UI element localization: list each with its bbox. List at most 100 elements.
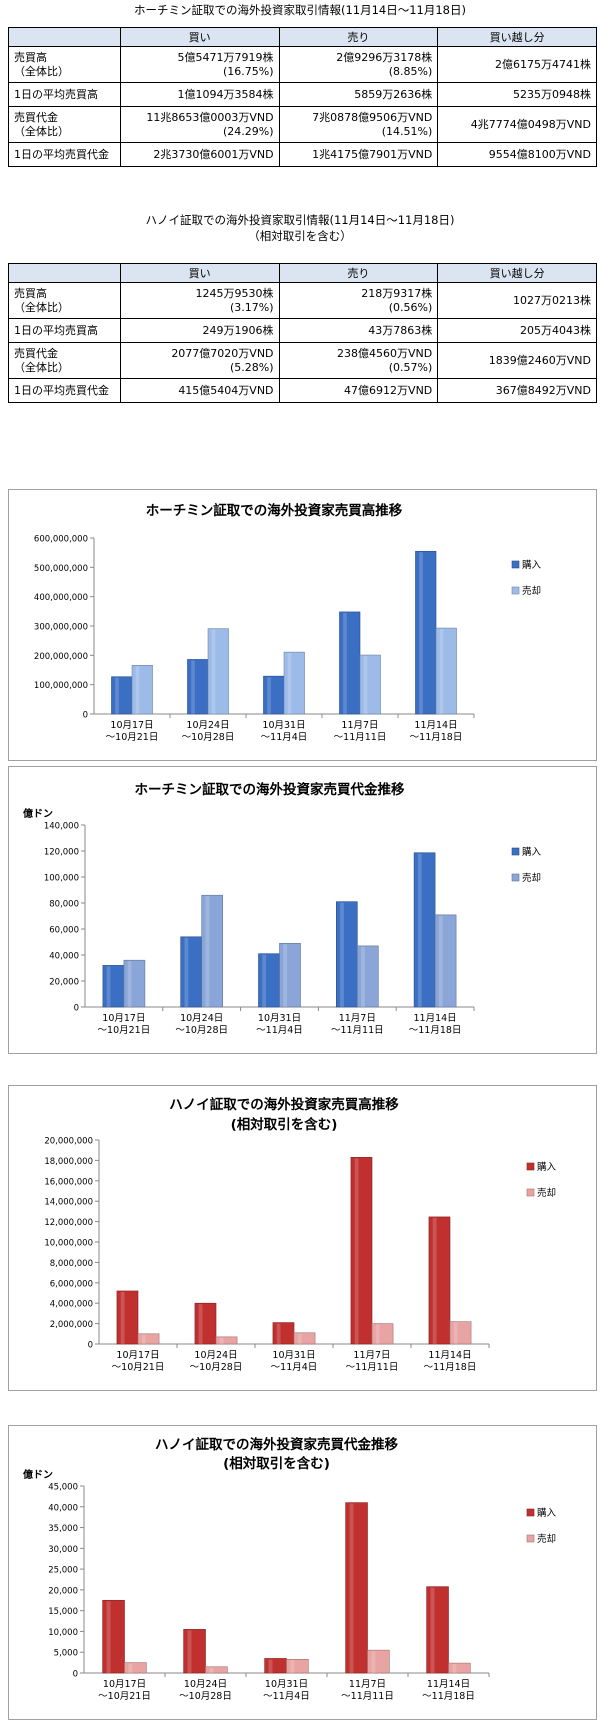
- x-tick-label: 11月7日: [353, 1350, 390, 1361]
- bar-highlight: [106, 1601, 111, 1673]
- bar-highlight: [211, 629, 216, 714]
- x-tick-label: ～11月18日: [409, 1025, 462, 1036]
- chart-title: ハノイ証取での海外投資家売買代金推移: [155, 1436, 398, 1453]
- bar-highlight: [268, 1659, 273, 1673]
- x-tick-label: ～11月4日: [261, 732, 308, 743]
- sell-cell: 43万7863株: [278, 318, 439, 343]
- sell-cell: 218万9317株 (0.56%): [278, 282, 439, 319]
- bar-highlight: [430, 1587, 435, 1673]
- bar-sell: [448, 1662, 471, 1674]
- table-row: 売買代金 （全体比） 11兆8653億0003万VND (24.29%) 7兆0878億…: [8, 106, 597, 143]
- buy-cell: 2077億7020万VND (5.28%): [119, 342, 280, 379]
- y-tick-label: 16,000,000: [44, 1177, 93, 1187]
- legend-label: 売却: [522, 585, 541, 597]
- bar-sell: [359, 654, 381, 715]
- buy-cell: 11兆8653億0003万VND (24.29%): [119, 106, 280, 143]
- y-tick-label: 20,000: [49, 978, 79, 988]
- legend-label: 購入: [537, 1507, 557, 1519]
- bar-buy: [264, 1658, 287, 1674]
- bar-sell: [131, 665, 153, 715]
- bar-highlight: [141, 1334, 146, 1344]
- row-label-cell: 1日の平均売買代金: [8, 378, 121, 403]
- bar-buy: [339, 611, 361, 715]
- x-tick-label: 11月14日: [427, 1679, 470, 1690]
- bar-sell: [434, 914, 457, 1008]
- table-header-row: 買い 売り 買い越し分: [8, 263, 597, 283]
- bar-sell: [449, 1321, 472, 1345]
- bar-sell: [123, 959, 146, 1008]
- bar-highlight: [340, 902, 344, 1007]
- x-tick-label: 10月17日: [110, 720, 153, 731]
- x-tick-label: ～10月28日: [182, 732, 235, 743]
- buy-cell: 1億1094万3584株: [119, 82, 280, 107]
- sell-cell: 7兆0878億9506万VND (14.51%): [278, 106, 439, 143]
- x-tick-label: 10月24日: [194, 1350, 237, 1361]
- bar-highlight: [432, 1217, 437, 1344]
- y-axis-unit-label: 億ドン: [23, 1468, 53, 1481]
- x-tick-label: 10月17日: [116, 1350, 159, 1361]
- legend-swatch: [526, 1508, 535, 1517]
- y-tick-label: 30,000: [48, 1545, 78, 1555]
- bar-highlight: [187, 1630, 192, 1673]
- chart-title: (相対取引を含む): [231, 1116, 338, 1133]
- bar-highlight: [283, 944, 288, 1007]
- net-cell: 5235万0948株: [437, 82, 597, 107]
- x-tick-label: ～10月28日: [190, 1362, 243, 1373]
- y-tick-label: 4,000,000: [50, 1300, 93, 1310]
- sell-cell: 2億9296万3178株 (8.85%): [278, 46, 439, 83]
- net-cell: 1027万0213株: [437, 282, 597, 319]
- y-tick-label: 20,000: [48, 1586, 78, 1596]
- x-tick-label: 10月24日: [180, 1013, 223, 1024]
- y-tick-label: 40,000: [48, 1503, 78, 1513]
- bar-sell: [279, 943, 301, 1008]
- header-cell: 買い越し分: [437, 27, 597, 47]
- y-tick-label: 0: [83, 711, 88, 721]
- legend-label: 売却: [537, 1533, 556, 1545]
- bar-buy: [263, 675, 285, 715]
- table-row: 売買高 （全体比） 1245万9530株 (3.17%) 218万9317株 (0.56%…: [8, 282, 597, 319]
- y-tick-label: 0: [88, 1341, 93, 1351]
- bar-highlight: [267, 677, 271, 714]
- table-row: 1日の平均売買代金 2兆3730億6001万VND 1兆4175億7901万VND 9…: [8, 142, 597, 167]
- row-label-cell: 1日の平均売買代金: [8, 142, 121, 167]
- x-tick-label: ～10月21日: [112, 1362, 165, 1373]
- y-tick-label: 40,000: [49, 952, 79, 962]
- y-tick-label: 15,000: [48, 1607, 78, 1617]
- table-header-row: 買い 売り 買い越し分: [8, 27, 597, 47]
- y-tick-label: 12,000,000: [44, 1218, 93, 1228]
- y-tick-label: 100,000,000: [34, 681, 88, 691]
- y-tick-label: 0: [74, 1004, 79, 1014]
- x-tick-label: ～11月18日: [422, 1691, 475, 1702]
- bar-highlight: [127, 961, 132, 1007]
- row-label-cell: 売買高 （全体比）: [8, 282, 121, 319]
- sell-cell: 5859万2636株: [278, 82, 439, 107]
- bar-sell: [293, 1332, 316, 1345]
- bar-highlight: [371, 1651, 376, 1673]
- x-tick-label: 10月31日: [258, 1013, 301, 1024]
- bar-highlight: [453, 1322, 458, 1344]
- bar-sell: [371, 1323, 394, 1345]
- bar-highlight: [419, 552, 423, 714]
- chart-title: ホーチミン証取での海外投資家売買代金推移: [135, 781, 405, 798]
- net-cell: 367億8492万VND: [437, 378, 597, 403]
- bar-highlight: [417, 853, 422, 1007]
- bar-buy: [102, 965, 125, 1008]
- bar-highlight: [349, 1503, 354, 1673]
- net-cell: 9554億8100万VND: [437, 142, 597, 167]
- bar-highlight: [297, 1333, 302, 1344]
- table-row: 売買高 （全体比） 5億5471万7919株 (16.75%) 2億9296万3178株…: [8, 46, 597, 83]
- hcm-info-table: 買い 売り 買い越し分 売買高 （全体比） 5億5471万7919株 (16.75%) 2億…: [8, 27, 597, 167]
- x-tick-label: 10月24日: [184, 1679, 227, 1690]
- bar-sell: [435, 627, 457, 715]
- bar-sell: [356, 945, 379, 1008]
- table-row: 1日の平均売買高 249万1906株 43万7863株 205万4043株: [8, 318, 597, 343]
- y-tick-label: 100,000: [44, 874, 79, 884]
- net-cell: 1839億2460万VND: [437, 342, 597, 379]
- bar-sell: [286, 1658, 309, 1674]
- table-row: 売買代金 （全体比） 2077億7020万VND (5.28%) 238億4560万VN…: [8, 342, 597, 379]
- header-cell: [8, 263, 121, 283]
- header-cell: 売り: [278, 27, 439, 47]
- hcm-value-chart: ホーチミン証取での海外投資家売買代金推移 億ドン 0 20,000 40,000 60,0…: [8, 766, 597, 1054]
- x-tick-label: ～11月18日: [424, 1362, 477, 1373]
- row-label-cell: 1日の平均売買高: [8, 318, 121, 343]
